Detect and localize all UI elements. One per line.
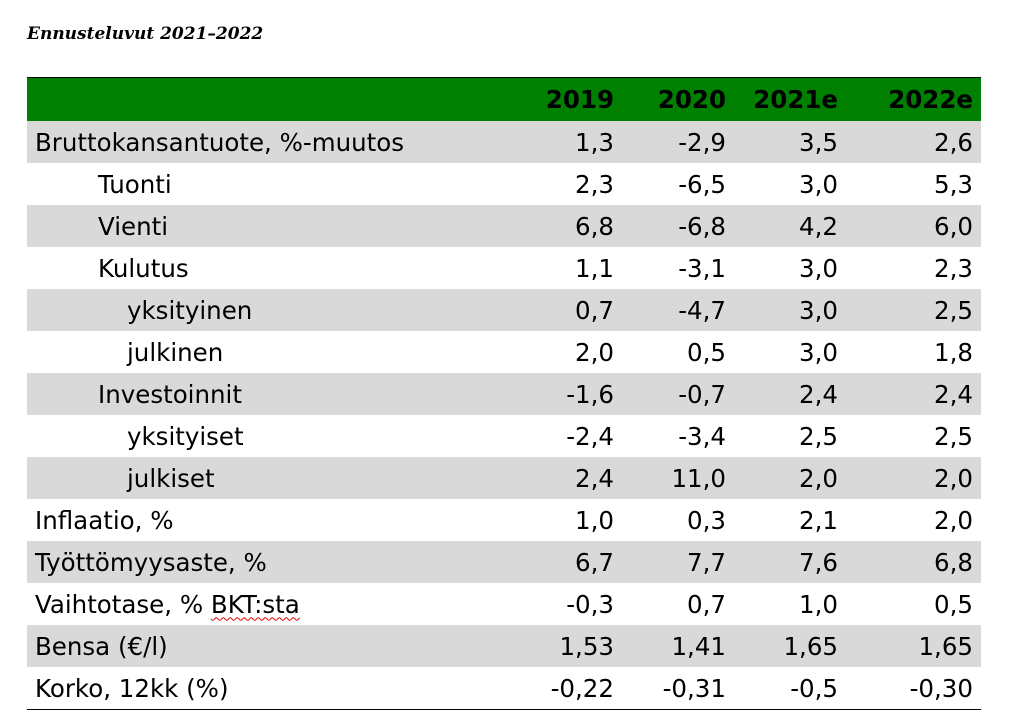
row-label: Korko, 12kk (%): [35, 673, 229, 703]
cell-value: 1,0: [575, 505, 614, 535]
cell-value: -3,1: [678, 253, 726, 283]
table-row: Tuonti 2,3 -6,5 3,0 5,3: [27, 163, 981, 205]
cell-value: 3,0: [799, 337, 838, 367]
cell-value: 2,4: [934, 379, 973, 409]
cell-value: 3,0: [799, 253, 838, 283]
row-label: Kulutus: [98, 253, 189, 283]
table-row: Kulutus 1,1 -3,1 3,0 2,3: [27, 247, 981, 289]
row-label: Inflaatio, %: [35, 505, 174, 535]
cell-value: 1,0: [799, 589, 838, 619]
cell-value: 6,0: [934, 211, 973, 241]
cell-value: 6,8: [575, 211, 614, 241]
cell-value: 2,0: [934, 463, 973, 493]
table-caption: Ennusteluvut 2021–2022: [27, 24, 264, 44]
table-row: yksityiset -2,4 -3,4 2,5 2,5: [27, 415, 981, 457]
cell-value: 4,2: [799, 211, 838, 241]
cell-value: 0,5: [934, 589, 973, 619]
row-label-prefix: Vaihtotase, %: [35, 589, 211, 619]
table-row: yksityinen 0,7 -4,7 3,0 2,5: [27, 289, 981, 331]
table-row: Inflaatio, % 1,0 0,3 2,1 2,0: [27, 499, 981, 541]
cell-value: -0,22: [550, 673, 614, 703]
cell-value: 2,3: [575, 169, 614, 199]
cell-value: -6,5: [678, 169, 726, 199]
cell-value: -0,30: [909, 673, 973, 703]
cell-value: 11,0: [671, 463, 726, 493]
row-label: Vienti: [98, 211, 169, 241]
cell-value: -2,9: [678, 127, 726, 157]
cell-value: 2,4: [799, 379, 838, 409]
cell-value: 0,7: [575, 295, 614, 325]
cell-value: -3,4: [678, 421, 726, 451]
cell-value: -0,3: [566, 589, 614, 619]
column-header-2022e: 2022e: [888, 85, 973, 114]
cell-value: 2,0: [575, 337, 614, 367]
table-row: julkinen 2,0 0,5 3,0 1,8: [27, 331, 981, 373]
row-label: Investoinnit: [98, 379, 242, 409]
row-label: Bensa (€/l): [35, 631, 168, 661]
forecast-table: 2019 2020 2021e 2022e Bruttokansantuote,…: [27, 77, 981, 710]
cell-value: 5,3: [934, 169, 973, 199]
cell-value: 1,41: [671, 631, 726, 661]
row-label: yksityiset: [127, 421, 244, 451]
cell-value: 2,4: [575, 463, 614, 493]
row-label: Vaihtotase, % BKT:sta: [35, 590, 300, 619]
cell-value: 2,1: [799, 505, 838, 535]
row-label: Bruttokansantuote, %-muutos: [35, 127, 404, 157]
column-header-2020: 2020: [657, 85, 726, 114]
cell-value: 2,0: [934, 505, 973, 535]
cell-value: 0,3: [687, 505, 726, 535]
cell-value: 0,5: [687, 337, 726, 367]
cell-value: -4,7: [678, 295, 726, 325]
cell-value: 2,3: [934, 253, 973, 283]
cell-value: 2,0: [799, 463, 838, 493]
table-row: Korko, 12kk (%) -0,22 -0,31 -0,5 -0,30: [27, 667, 981, 709]
table-row: Vienti 6,8 -6,8 4,2 6,0: [27, 205, 981, 247]
cell-value: -0,31: [662, 673, 726, 703]
cell-value: 1,3: [575, 127, 614, 157]
cell-value: 1,65: [918, 631, 973, 661]
cell-value: 3,0: [799, 169, 838, 199]
cell-value: 2,5: [934, 295, 973, 325]
cell-value: 7,7: [687, 547, 726, 577]
table-row: Vaihtotase, % BKT:sta -0,3 0,7 1,0 0,5: [27, 583, 981, 625]
table-row: Bruttokansantuote, %-muutos 1,3 -2,9 3,5…: [27, 121, 981, 163]
cell-value: 0,7: [687, 589, 726, 619]
table-header-row: 2019 2020 2021e 2022e: [27, 78, 981, 121]
cell-value: -1,6: [566, 379, 614, 409]
cell-value: 1,8: [934, 337, 973, 367]
table-row: Bensa (€/l) 1,53 1,41 1,65 1,65: [27, 625, 981, 667]
column-header-2019: 2019: [545, 85, 614, 114]
cell-value: 1,53: [559, 631, 614, 661]
cell-value: 1,1: [575, 253, 614, 283]
cell-value: 6,7: [575, 547, 614, 577]
cell-value: -2,4: [566, 421, 614, 451]
table-row: Työttömyysaste, % 6,7 7,7 7,6 6,8: [27, 541, 981, 583]
row-label: Tuonti: [98, 169, 172, 199]
row-label: julkiset: [127, 463, 215, 493]
column-header-2021e: 2021e: [753, 85, 838, 114]
cell-value: 7,6: [799, 547, 838, 577]
cell-value: 3,0: [799, 295, 838, 325]
row-label: julkinen: [127, 337, 224, 367]
cell-value: 2,5: [799, 421, 838, 451]
spellcheck-marked-word: BKT:sta: [210, 589, 300, 619]
table-row: Investoinnit -1,6 -0,7 2,4 2,4: [27, 373, 981, 415]
cell-value: 2,5: [934, 421, 973, 451]
table-row: julkiset 2,4 11,0 2,0 2,0: [27, 457, 981, 499]
cell-value: -0,7: [678, 379, 726, 409]
row-label: yksityinen: [127, 295, 253, 325]
cell-value: -6,8: [678, 211, 726, 241]
row-label: Työttömyysaste, %: [35, 547, 267, 577]
cell-value: 3,5: [799, 127, 838, 157]
cell-value: 1,65: [783, 631, 838, 661]
cell-value: -0,5: [790, 673, 838, 703]
cell-value: 2,6: [934, 127, 973, 157]
cell-value: 6,8: [934, 547, 973, 577]
